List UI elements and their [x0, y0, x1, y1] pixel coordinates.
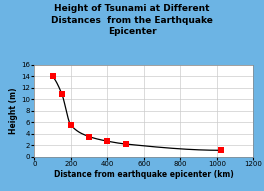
Point — [219, 149, 224, 152]
Point — [50, 75, 55, 78]
Point — [69, 124, 73, 127]
Point — [60, 92, 64, 95]
Point — [87, 135, 91, 138]
X-axis label: Distance from earthquake epicenter (km): Distance from earthquake epicenter (km) — [54, 170, 234, 179]
Y-axis label: Height (m): Height (m) — [10, 87, 18, 134]
Point — [105, 140, 110, 143]
Text: Height of Tsunami at Different
Distances  from the Earthquake
Epicenter: Height of Tsunami at Different Distances… — [51, 4, 213, 36]
Point — [124, 142, 128, 146]
